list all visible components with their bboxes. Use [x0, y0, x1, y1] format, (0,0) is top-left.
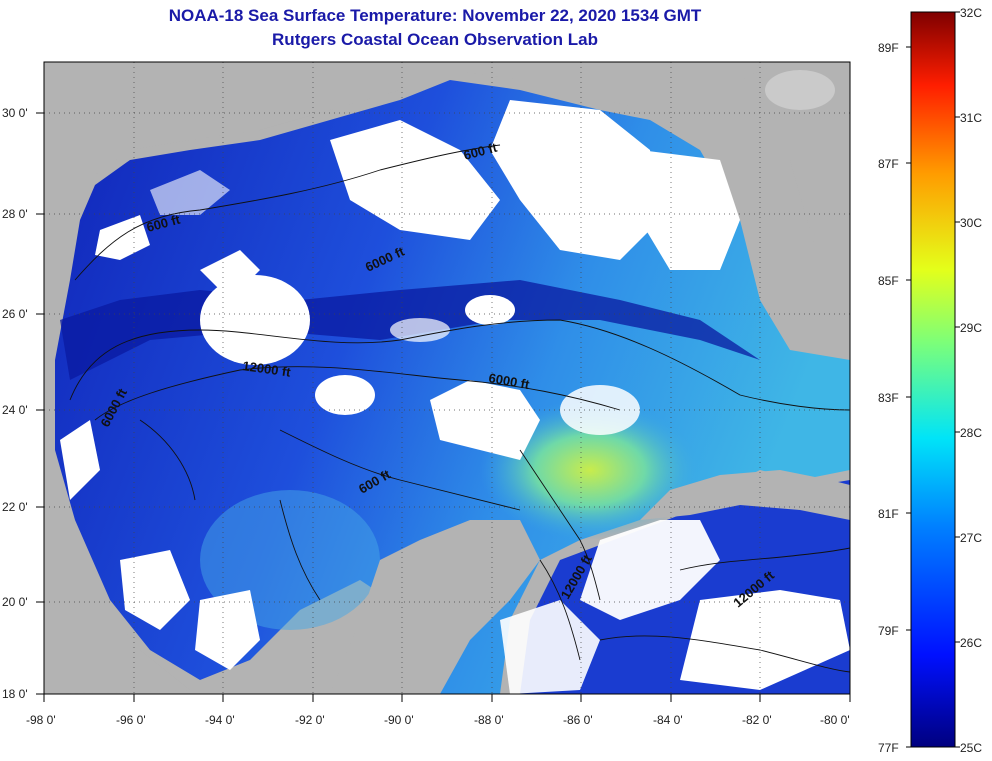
lat-tick-label: 30 0': [2, 106, 28, 120]
warm-patch-yucatan: [480, 400, 700, 540]
lon-tick-label: -82 0': [742, 713, 772, 727]
contour-label: 12000 ft: [242, 358, 293, 380]
lon-tick-label: -86 0': [563, 713, 593, 727]
colorbar-celsius-label: 29C: [960, 321, 982, 335]
colorbar-fahrenheit-label: 85F: [878, 274, 899, 288]
colorbar-celsius-label: 28C: [960, 426, 982, 440]
cloud-cover: [60, 70, 850, 694]
us-coast-land: [44, 62, 850, 360]
colorbar-celsius-label: 32C: [960, 6, 982, 20]
colorbar-celsius-label: 25C: [960, 741, 982, 755]
yucatan-land: [330, 520, 540, 694]
graticule: [44, 62, 850, 694]
lon-tick-label: -96 0': [116, 713, 146, 727]
lon-tick-label: -90 0': [384, 713, 414, 727]
lon-tick-label: -92 0': [295, 713, 325, 727]
colorbar-fahrenheit-label: 77F: [878, 741, 899, 755]
lon-tick-label: -88 0': [474, 713, 504, 727]
colorbar-fahrenheit-label: 89F: [878, 41, 899, 55]
bathymetry-contours: [69, 144, 850, 673]
colorbar-fahrenheit-label: 79F: [878, 624, 899, 638]
lon-tick-label: -98 0': [26, 713, 56, 727]
florida-land: [700, 62, 850, 320]
lat-tick-label: 18 0': [2, 687, 28, 701]
plot-frame: [43, 61, 851, 695]
lat-tick-label: 22 0': [2, 500, 28, 514]
colorbar-ticks: [906, 11, 960, 748]
lat-tick-label: 20 0': [2, 595, 28, 609]
colorbar-celsius-label: 27C: [960, 531, 982, 545]
lat-tick-label: 24 0': [2, 403, 28, 417]
mexico-land: [44, 360, 190, 694]
colorbar-fahrenheit-label: 87F: [878, 157, 899, 171]
lat-tick-label: 26 0': [2, 307, 28, 321]
contour-label: 6000 ft: [487, 370, 531, 392]
lat-tick-label: 28 0': [2, 207, 28, 221]
colorbar-celsius-label: 31C: [960, 111, 982, 125]
axis-ticks: [36, 112, 851, 702]
colorbar-fahrenheit-label: 81F: [878, 507, 899, 521]
lon-tick-label: -94 0': [205, 713, 235, 727]
map-title: NOAA-18 Sea Surface Temperature: Novembe…: [168, 6, 702, 25]
lon-tick-label: -80 0': [820, 713, 850, 727]
cuba-land: [640, 470, 850, 520]
map-subtitle: Rutgers Coastal Ocean Observation Lab: [272, 30, 598, 49]
temperature-colorbar: [910, 11, 956, 748]
lon-tick-label: -84 0': [653, 713, 683, 727]
colorbar-fahrenheit-label: 83F: [878, 391, 899, 405]
colorbar-celsius-label: 26C: [960, 636, 982, 650]
colorbar-celsius-label: 30C: [960, 216, 982, 230]
